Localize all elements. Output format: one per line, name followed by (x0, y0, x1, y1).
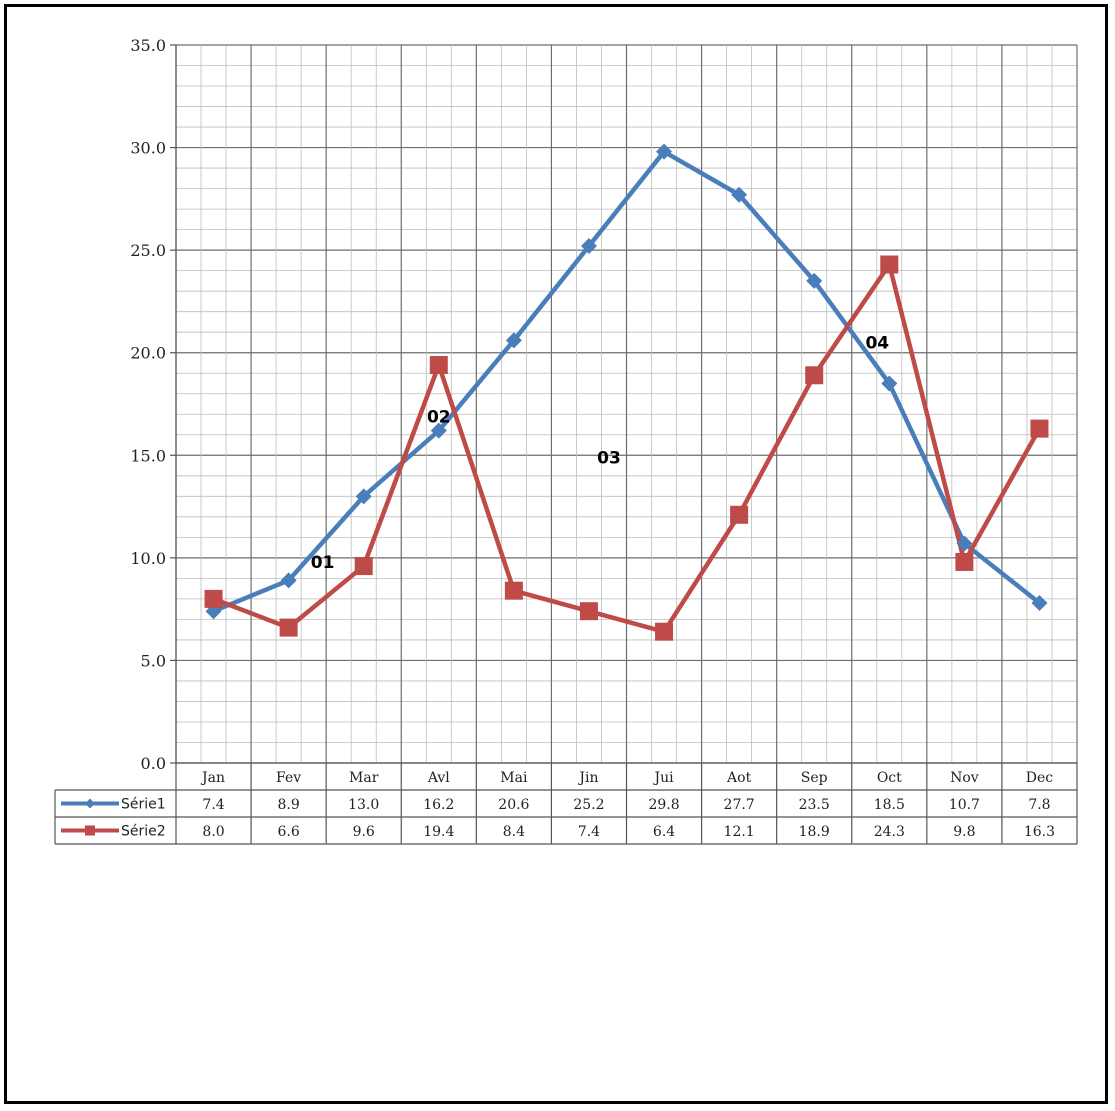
y-tick-label: 35.0 (130, 36, 166, 55)
data-point (955, 552, 974, 571)
series-lines (211, 149, 1042, 634)
data-label: 16.3 (1024, 824, 1055, 840)
annotation-label: 04 (865, 333, 889, 353)
annotation-label: 02 (427, 407, 451, 427)
data-label: 9.6 (353, 824, 375, 840)
data-point (656, 143, 673, 160)
data-point (1031, 594, 1048, 611)
x-tick-label: Mai (500, 770, 528, 786)
annotation-label: 01 (311, 553, 335, 573)
data-label: 8.9 (277, 797, 299, 813)
y-tick-label: 25.0 (130, 241, 166, 260)
data-point (505, 332, 522, 349)
legend-key-marker (85, 798, 95, 809)
annotation-label: 03 (597, 448, 621, 468)
x-tick-label: Jin (577, 770, 598, 786)
data-point (805, 366, 824, 385)
x-tick-label: Fev (276, 770, 301, 786)
y-axis: 0.0 5.0 10.0 15.0 20.0 25.0 30.0 35.0 (130, 36, 177, 773)
data-label: 25.2 (573, 797, 604, 813)
data-point (204, 589, 223, 608)
data-point (280, 572, 297, 589)
x-tick-label: Nov (950, 770, 979, 786)
data-label: 13.0 (348, 797, 379, 813)
x-tick-label: Jui (652, 770, 674, 786)
data-point (1030, 419, 1049, 438)
data-label: 24.3 (874, 824, 905, 840)
x-tick-label: Mar (349, 770, 379, 786)
data-point (881, 375, 898, 392)
data-point (806, 272, 823, 289)
data-point (655, 622, 674, 641)
data-point (579, 602, 598, 621)
data-label: 6.4 (653, 824, 675, 840)
data-point (354, 557, 373, 576)
data-point (730, 505, 749, 524)
data-label: 20.6 (498, 797, 529, 813)
data-point (731, 186, 748, 203)
line-chart: 0.0 5.0 10.0 15.0 20.0 25.0 30.0 35.0 Jan Fev Mar… (54, 36, 1078, 845)
data-label: 9.8 (953, 824, 975, 840)
data-label: 27.7 (724, 797, 755, 813)
x-tick-label: Sep (801, 770, 828, 786)
data-point (279, 618, 298, 637)
y-tick-label: 20.0 (130, 344, 166, 363)
series-line (211, 262, 1042, 634)
data-label: 7.8 (1028, 797, 1050, 813)
y-tick-label: 0.0 (141, 754, 166, 773)
data-label: 18.5 (874, 797, 905, 813)
data-label: 10.7 (949, 797, 980, 813)
x-tick-label: Dec (1026, 770, 1054, 786)
data-point (956, 535, 973, 552)
data-label: 16.2 (423, 797, 454, 813)
data-point (430, 422, 447, 439)
legend-label: Série1 (121, 797, 166, 813)
y-tick-label: 30.0 (130, 139, 166, 158)
data-label: 29.8 (648, 797, 679, 813)
series-markers (204, 143, 1049, 641)
data-table: Jan Fev Mar Avl Mai Jin Jui Aot Sep Oct Nov Dec Séri… (54, 762, 1078, 845)
x-tick-label: Jan (200, 770, 225, 786)
data-label: 12.1 (724, 824, 755, 840)
gridlines (175, 44, 1078, 764)
data-label: 23.5 (799, 797, 830, 813)
y-tick-label: 10.0 (130, 549, 166, 568)
annotations: 01 02 03 04 (311, 333, 889, 573)
data-point (504, 581, 523, 600)
chart-frame: 0.0 5.0 10.0 15.0 20.0 25.0 30.0 35.0 Jan Fev Mar… (4, 4, 1108, 1104)
legend-key-marker (85, 825, 95, 836)
data-label: 7.4 (578, 824, 600, 840)
data-label: 7.4 (202, 797, 224, 813)
data-label: 19.4 (423, 824, 454, 840)
series-line (211, 149, 1042, 614)
x-tick-label: Avl (427, 770, 450, 786)
data-label: 18.9 (799, 824, 830, 840)
y-tick-label: 15.0 (130, 446, 166, 465)
x-tick-label: Aot (726, 770, 752, 786)
data-label: 6.6 (277, 824, 299, 840)
y-tick-label: 5.0 (141, 651, 166, 670)
data-point (580, 238, 597, 255)
data-point (880, 255, 899, 274)
data-label: 8.0 (202, 824, 224, 840)
data-point (429, 356, 448, 375)
data-point (355, 488, 372, 505)
legend-label: Série2 (121, 824, 166, 840)
data-label: 8.4 (503, 824, 525, 840)
x-tick-label: Oct (877, 770, 902, 786)
